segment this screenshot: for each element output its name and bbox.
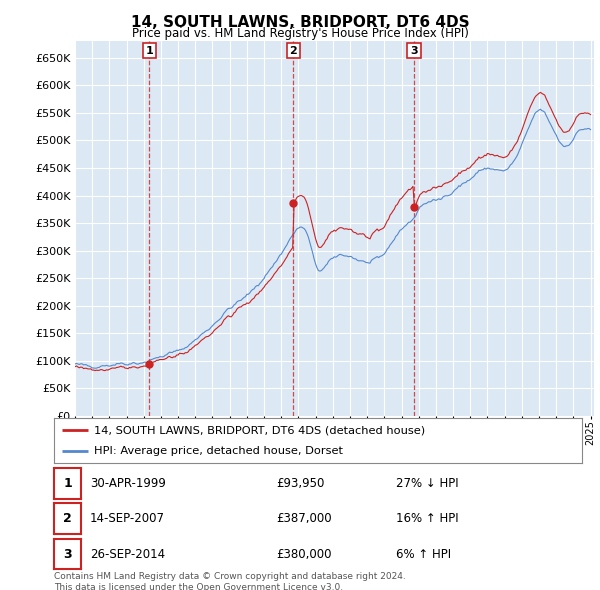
Text: 14, SOUTH LAWNS, BRIDPORT, DT6 4DS: 14, SOUTH LAWNS, BRIDPORT, DT6 4DS — [131, 15, 469, 30]
Text: Contains HM Land Registry data © Crown copyright and database right 2024.
This d: Contains HM Land Registry data © Crown c… — [54, 572, 406, 590]
Text: 2: 2 — [63, 512, 72, 525]
Text: £387,000: £387,000 — [276, 512, 332, 525]
Text: 1: 1 — [63, 477, 72, 490]
Text: 3: 3 — [410, 45, 418, 55]
Text: 1: 1 — [146, 45, 153, 55]
Text: £93,950: £93,950 — [276, 477, 325, 490]
Text: Price paid vs. HM Land Registry's House Price Index (HPI): Price paid vs. HM Land Registry's House … — [131, 27, 469, 40]
Text: 30-APR-1999: 30-APR-1999 — [90, 477, 166, 490]
Text: 6% ↑ HPI: 6% ↑ HPI — [396, 548, 451, 560]
Text: £380,000: £380,000 — [276, 548, 331, 560]
Text: 14, SOUTH LAWNS, BRIDPORT, DT6 4DS (detached house): 14, SOUTH LAWNS, BRIDPORT, DT6 4DS (deta… — [94, 425, 425, 435]
Text: HPI: Average price, detached house, Dorset: HPI: Average price, detached house, Dors… — [94, 446, 343, 456]
Text: 14-SEP-2007: 14-SEP-2007 — [90, 512, 165, 525]
Text: 27% ↓ HPI: 27% ↓ HPI — [396, 477, 458, 490]
Text: 16% ↑ HPI: 16% ↑ HPI — [396, 512, 458, 525]
Text: 26-SEP-2014: 26-SEP-2014 — [90, 548, 165, 560]
Text: 2: 2 — [290, 45, 298, 55]
Text: 3: 3 — [63, 548, 72, 560]
